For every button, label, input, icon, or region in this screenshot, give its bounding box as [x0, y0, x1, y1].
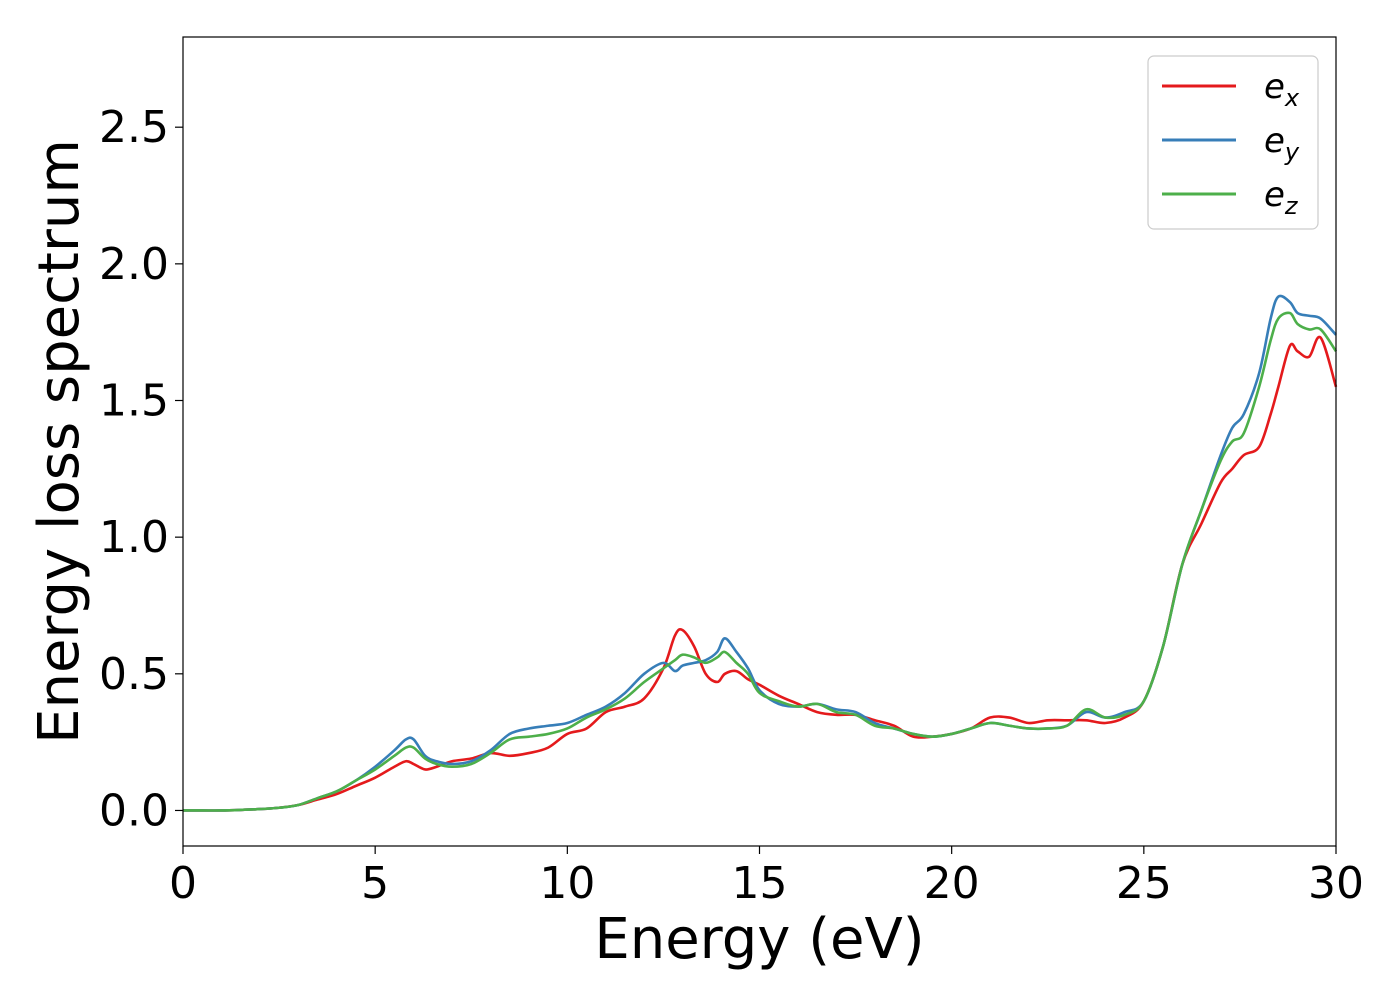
y-tick-label: 1.5 [99, 376, 169, 427]
legend-box [1147, 55, 1319, 230]
legend-label: ez [1264, 175, 1299, 220]
x-tick-label: 25 [1116, 858, 1172, 909]
y-tick-label: 0.5 [99, 649, 169, 700]
x-tick-label: 20 [924, 858, 980, 909]
legend-label-subscript: x [1284, 84, 1300, 112]
legend-label-subscript: y [1284, 138, 1300, 166]
legend-label-base: e [1264, 67, 1285, 107]
series-line-ex [182, 335, 1338, 812]
legend-label: ey [1264, 121, 1300, 166]
y-tick-label: 2.0 [99, 239, 169, 290]
y-tick-label: 0.0 [99, 785, 169, 836]
legend-label-base: e [1264, 175, 1285, 215]
y-tick-label: 2.5 [99, 102, 169, 153]
series-line-ez [182, 311, 1338, 812]
x-tick-label: 15 [732, 858, 788, 909]
series-line-ey [182, 294, 1337, 812]
series-layer [182, 294, 1338, 812]
x-axis-title: Energy (eV) [594, 907, 924, 972]
y-tick-label: 1.0 [99, 512, 169, 563]
x-tick-label: 30 [1308, 858, 1364, 909]
legend-label-base: e [1264, 121, 1285, 161]
y-axis-title: Energy loss spectrum [27, 139, 92, 744]
x-tick-label: 5 [361, 858, 389, 909]
x-tick-label: 10 [539, 858, 595, 909]
legend-label-subscript: z [1284, 192, 1299, 220]
legend-label: ex [1264, 67, 1300, 112]
y-axis-ticks: 0.0 0.5 1.0 1.5 2.0 2.5 [99, 102, 183, 836]
plot-frame [182, 36, 1337, 847]
x-tick-label: 0 [169, 858, 197, 909]
x-axis-ticks: 0 5 10 15 20 25 30 [169, 846, 1364, 909]
